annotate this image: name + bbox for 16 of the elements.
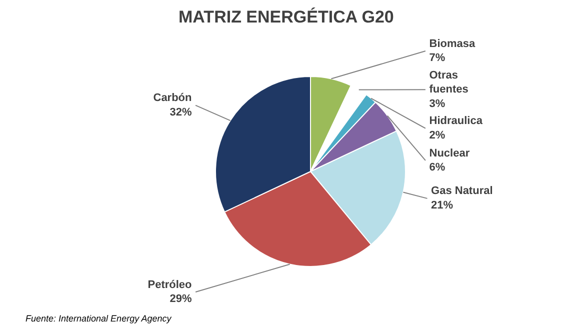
data-label: 6% <box>429 162 446 174</box>
data-label: 21% <box>431 200 454 212</box>
slice-label: Gas Natural <box>431 185 493 198</box>
slice-label: Nuclear <box>429 147 470 160</box>
data-label: 2% <box>429 130 446 142</box>
chart-title: MATRIZ ENERGÉTICA G20 <box>178 6 394 26</box>
slice-label: Carbón <box>153 92 192 104</box>
source-note: Fuente: International Energy Agency <box>26 314 172 324</box>
slice-label: Otras fuentes <box>429 69 468 96</box>
data-label: 29% <box>170 293 192 306</box>
slice-label: Petróleo <box>148 278 192 291</box>
slice-label: Hidraulica <box>429 115 484 128</box>
slice-label: Biomasa <box>429 38 476 50</box>
data-label: 32% <box>170 106 192 119</box>
data-label: 3% <box>429 98 446 110</box>
data-label: 7% <box>429 52 446 64</box>
